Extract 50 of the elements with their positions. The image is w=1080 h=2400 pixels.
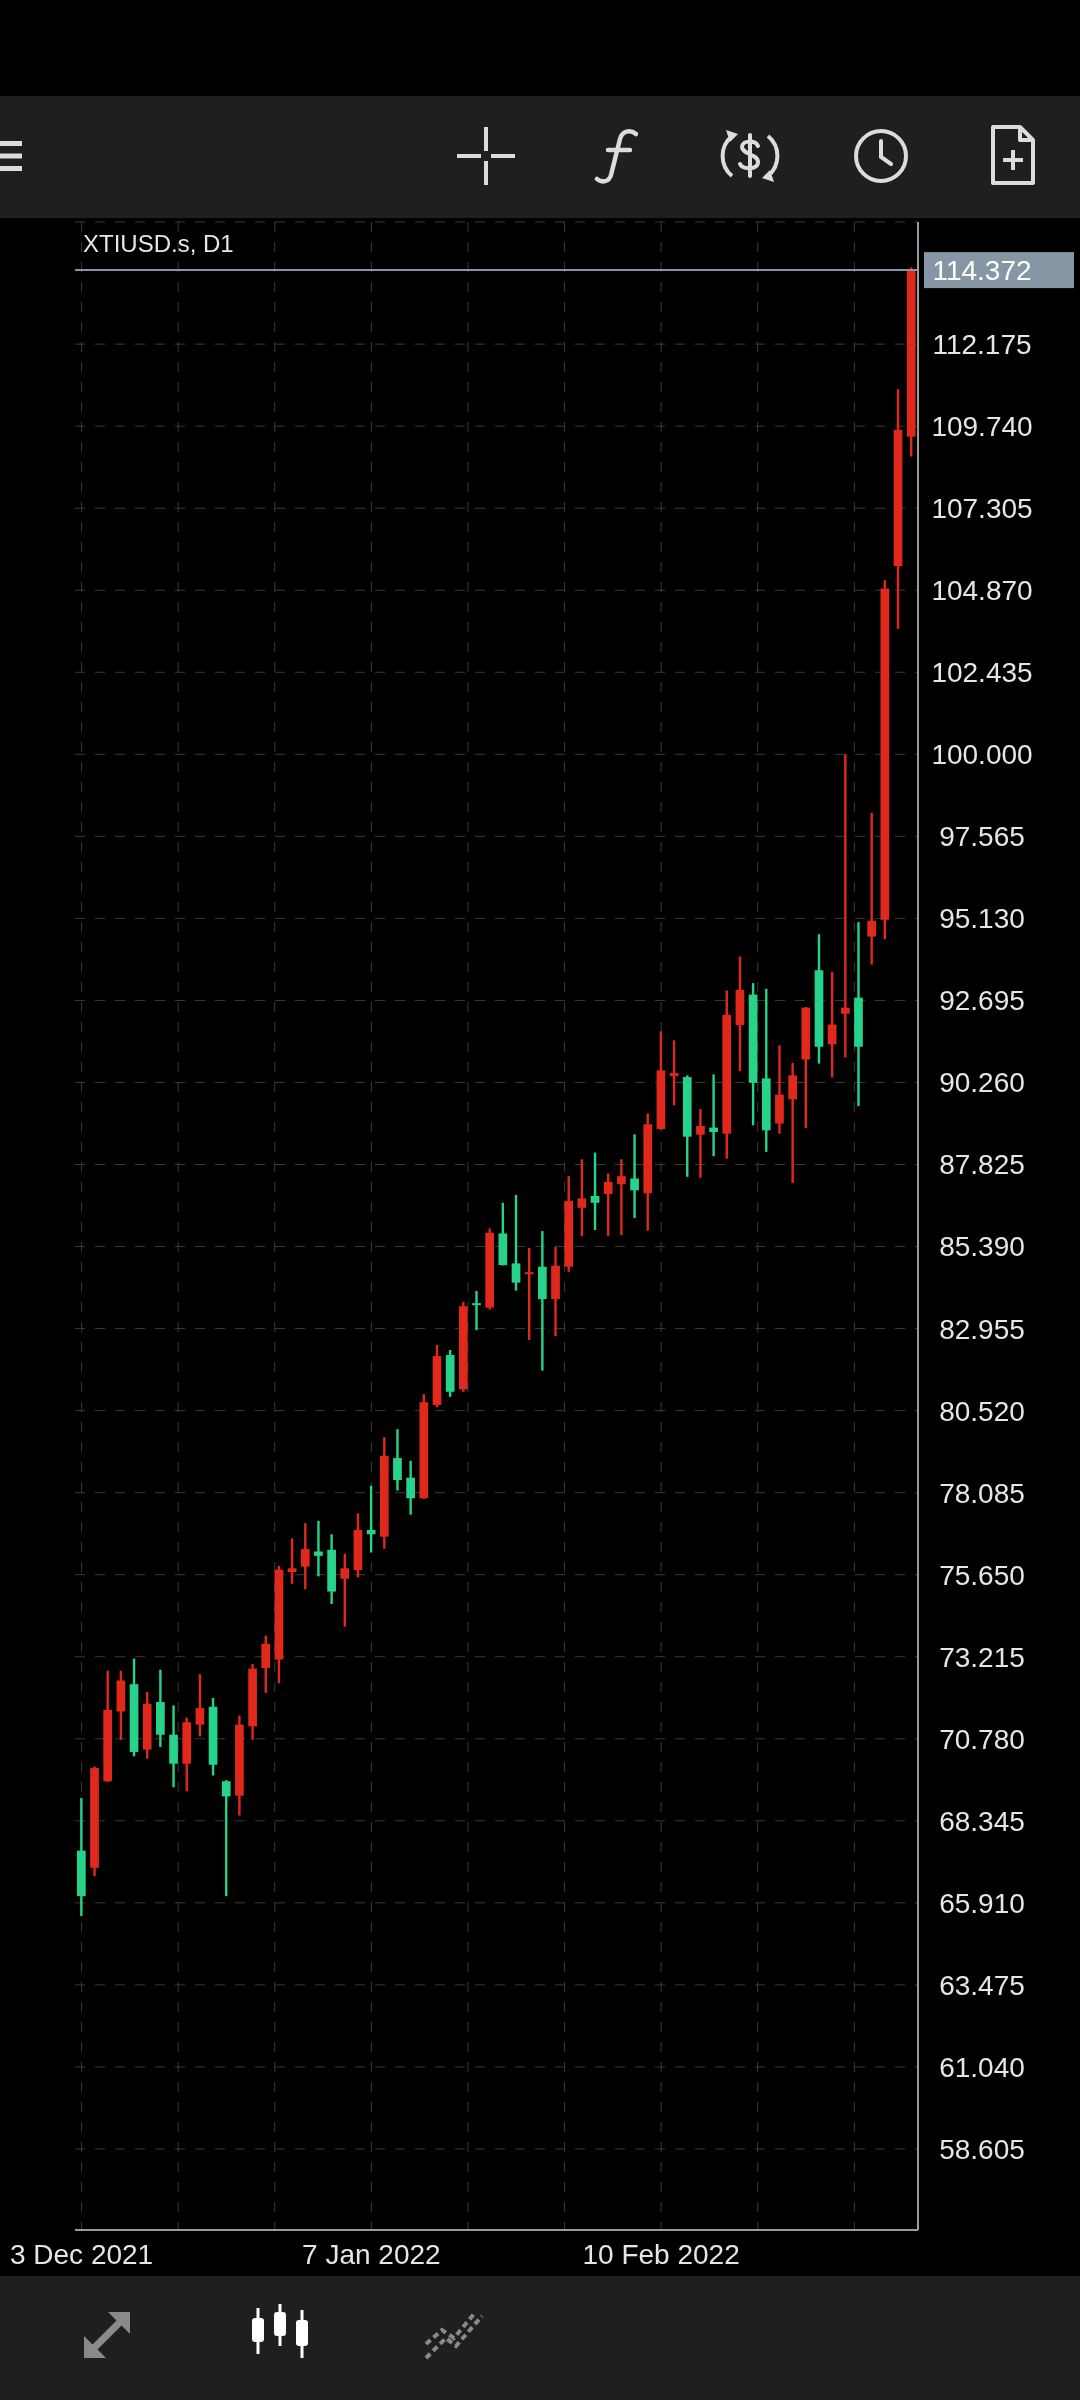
y-tick-label: 92.695 xyxy=(939,985,1025,1017)
y-tick-label: 104.870 xyxy=(931,575,1033,607)
candlestick xyxy=(287,1537,297,1585)
candlestick xyxy=(590,1151,600,1232)
y-tick-label: 87.825 xyxy=(939,1149,1025,1181)
candlestick xyxy=(524,1246,534,1342)
candlestick xyxy=(406,1459,415,1516)
y-tick-label: 73.215 xyxy=(939,1641,1025,1673)
candlestick xyxy=(221,1779,231,1898)
y-tick-label: 97.565 xyxy=(939,821,1025,853)
x-tick-label: 3 Dec 2021 xyxy=(9,2239,154,2270)
y-tick-label: 90.260 xyxy=(939,1067,1025,1099)
y-tick-label: 100.000 xyxy=(931,739,1033,771)
candlestick xyxy=(696,1107,705,1180)
y-tick-label: 61.040 xyxy=(939,2051,1025,2083)
candlestick xyxy=(393,1427,402,1492)
y-tick-label: 82.955 xyxy=(939,1313,1025,1345)
x-tick-label: 7 Jan 2022 xyxy=(302,2239,441,2270)
chart-title: XTIUSD.s, D1 xyxy=(83,230,234,258)
candlestick xyxy=(314,1519,323,1578)
candlestick xyxy=(617,1158,626,1237)
y-tick-label: 95.130 xyxy=(939,903,1025,935)
candlestick xyxy=(577,1158,587,1238)
y-tick-label: 68.345 xyxy=(939,1805,1025,1837)
candlestick xyxy=(472,1289,481,1332)
candlestick xyxy=(709,1073,718,1158)
candlestick xyxy=(300,1521,310,1591)
candlestick xyxy=(840,753,850,1059)
y-tick-label: 70.780 xyxy=(939,1723,1025,1755)
candlestick xyxy=(340,1552,350,1628)
y-tick-label: 58.605 xyxy=(939,2133,1025,2165)
y-tick-label: 65.910 xyxy=(939,1887,1025,1919)
y-tick-label: 102.435 xyxy=(931,657,1033,689)
y-tick-label: 80.520 xyxy=(939,1395,1025,1427)
candlestick xyxy=(603,1172,613,1237)
x-tick-label: 10 Feb 2022 xyxy=(582,2239,740,2270)
ref-line-label: 114.372 xyxy=(932,255,1032,287)
y-tick-label: 109.740 xyxy=(931,411,1033,443)
y-tick-label: 63.475 xyxy=(939,1969,1025,2001)
candlestick xyxy=(669,1039,679,1107)
y-tick-label: 75.650 xyxy=(939,1559,1025,1591)
candlestick xyxy=(630,1133,639,1220)
y-tick-label: 107.305 xyxy=(931,493,1033,525)
candlestick xyxy=(788,1061,797,1185)
y-tick-label: 85.390 xyxy=(939,1231,1025,1263)
candlestick xyxy=(867,811,877,966)
candlestick xyxy=(511,1193,521,1292)
y-tick-label: 78.085 xyxy=(939,1477,1025,1509)
candlestick xyxy=(195,1672,205,1738)
y-tick-label: 112.175 xyxy=(932,329,1032,361)
